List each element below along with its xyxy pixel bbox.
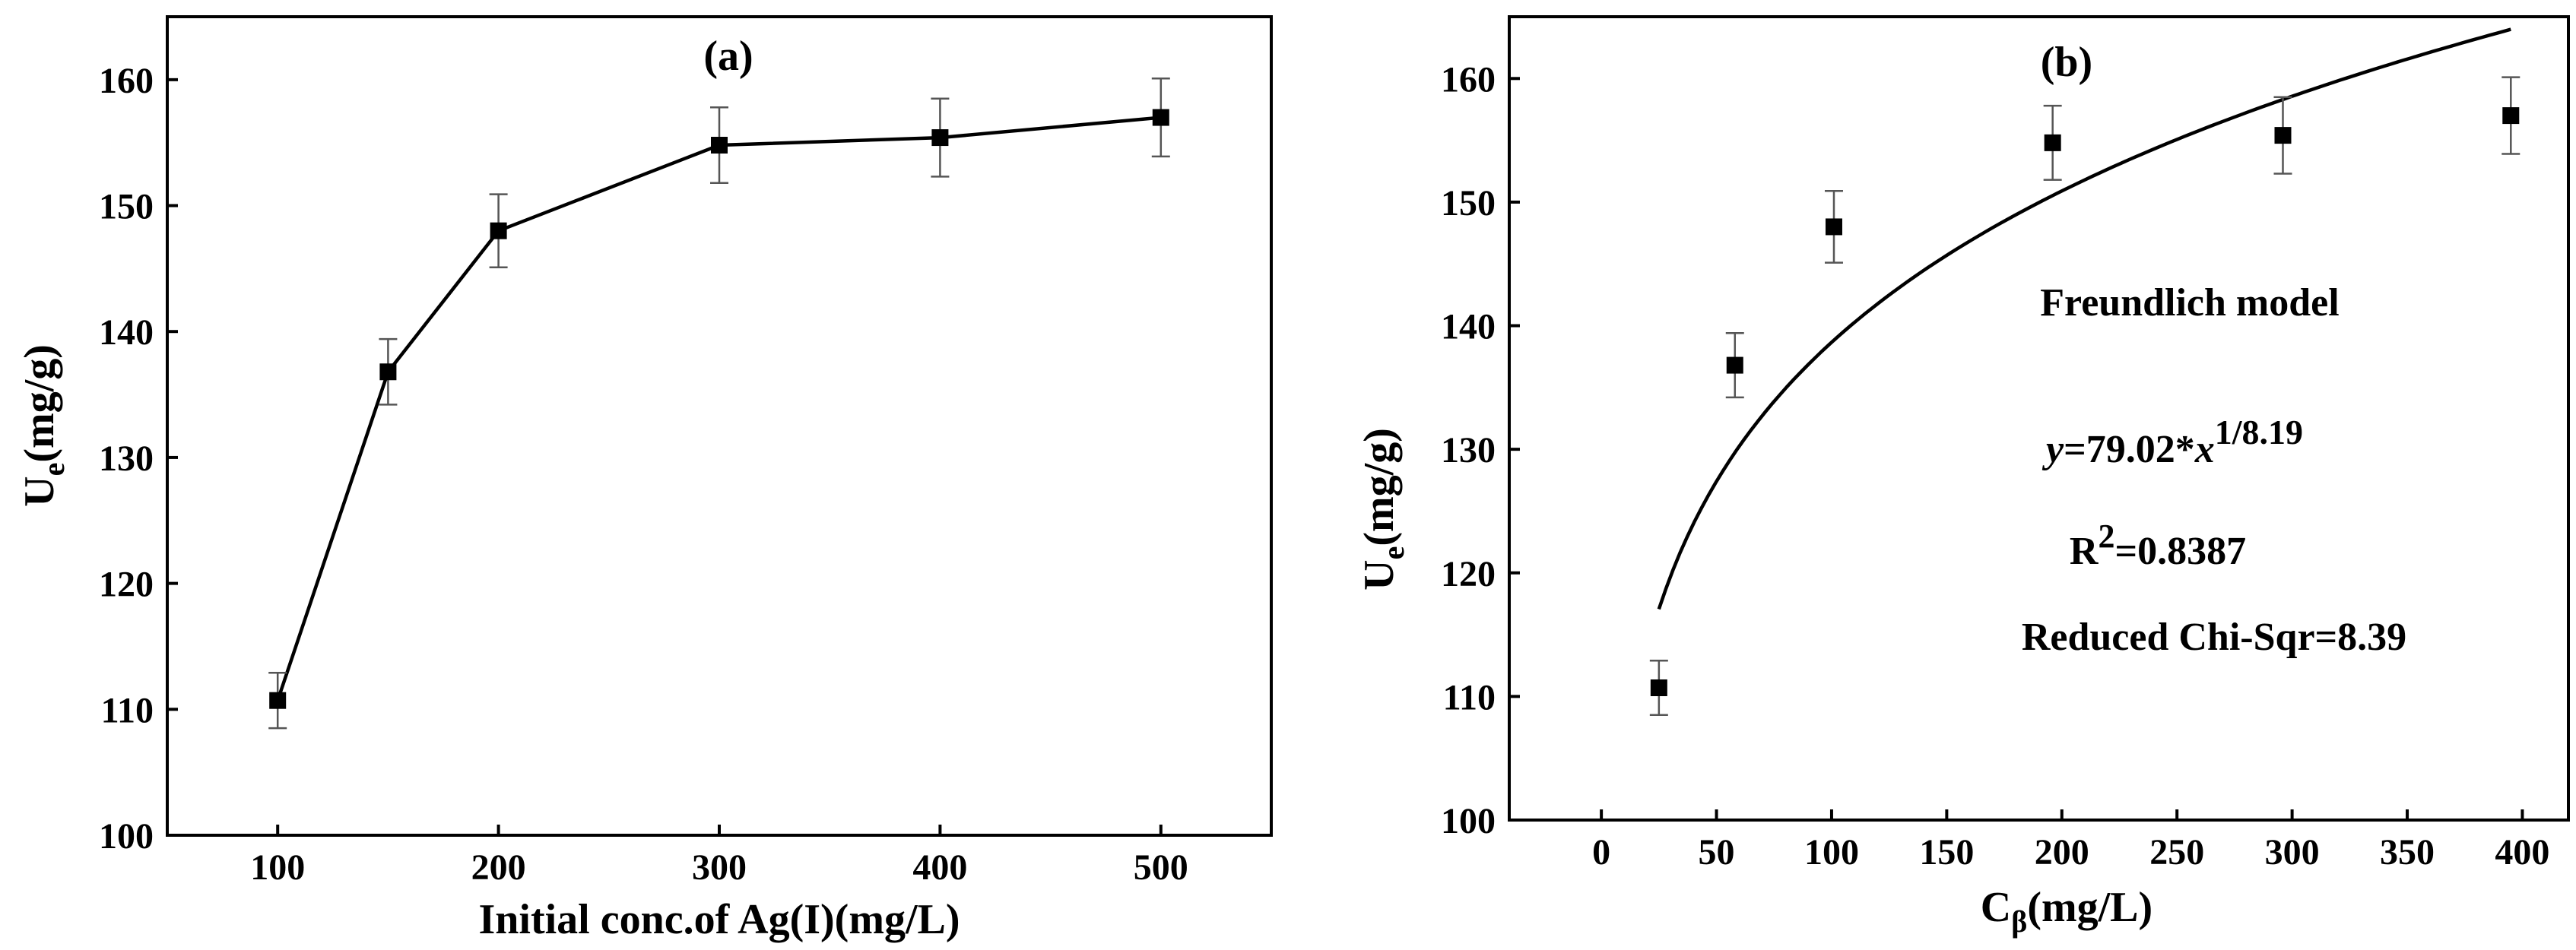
y-ticks-b: 100 110 120 130 140 150 160 xyxy=(1441,59,1520,841)
y-axis-title-b: Ue(mg/g) xyxy=(1356,428,1410,591)
r2-val: =0.8387 xyxy=(2114,530,2246,573)
chart-panel-a: 100 110 120 130 140 150 160 100 200 300 400 500 (a… xyxy=(16,15,1273,943)
y-tick-label-a: 150 xyxy=(99,187,154,227)
eq-y: y xyxy=(2041,428,2064,471)
annotation-model-name: Freundlich model xyxy=(2040,281,2339,325)
y-tick-label-a: 120 xyxy=(99,565,154,605)
y-ticks-a: 100 110 120 130 140 150 160 xyxy=(99,61,178,857)
y-tick-label-a: 130 xyxy=(99,439,154,479)
annotation-equation: y=79.02*x1/8.19 xyxy=(2041,413,2303,471)
data-point-b xyxy=(2044,134,2061,151)
series-line-a xyxy=(276,116,1162,701)
x-tick-label-b: 200 xyxy=(2035,832,2089,872)
panel-label-a: (a) xyxy=(703,33,753,80)
x-axis-title-b: Cβ(mg/L) xyxy=(1981,884,2152,939)
y-axis-title-a: Ue(mg/g) xyxy=(16,344,71,507)
y-tick-label-b: 120 xyxy=(1441,554,1496,594)
annotation-chi-square: Reduced Chi-Sqr=8.39 xyxy=(2022,616,2406,659)
plot-frame-b xyxy=(1508,15,2570,822)
x-tick-label-b: 250 xyxy=(2149,832,2204,872)
data-point-b xyxy=(2274,127,2292,144)
data-point-a xyxy=(269,692,287,709)
data-point-a xyxy=(1152,109,1169,126)
x-tick-label-b: 50 xyxy=(1699,832,1735,872)
x-axis-title-b-rest: (mg/L) xyxy=(2027,884,2152,931)
data-point-b xyxy=(1650,679,1667,697)
annotation-r-squared: R2=0.8387 xyxy=(2070,518,2246,573)
y-tick-label-b: 110 xyxy=(1443,677,1496,717)
series-b xyxy=(1649,76,2520,717)
data-point-b xyxy=(1825,218,1842,236)
r2-sup: 2 xyxy=(2098,518,2114,555)
chart-panel-b: 100 110 120 130 140 150 160 0 50 100 150 200 250 300… xyxy=(1356,15,2570,939)
series-a xyxy=(268,77,1170,730)
eq-mid: =79.02* xyxy=(2064,428,2195,471)
x-tick-label-b: 100 xyxy=(1804,832,1859,872)
y-axis-title-b-rest: (mg/g) xyxy=(1356,428,1403,546)
y-tick-label-a: 110 xyxy=(101,690,154,730)
freundlich-fit-curve xyxy=(1657,27,2511,610)
eq-exp: 1/8.19 xyxy=(2215,413,2303,451)
data-point-a xyxy=(490,222,507,239)
y-tick-label-b: 130 xyxy=(1441,430,1496,470)
x-ticks-b: 0 50 100 150 200 250 300 350 400 xyxy=(1592,809,2549,872)
y-tick-label-b: 140 xyxy=(1441,307,1496,347)
y-tick-label-a: 140 xyxy=(99,312,154,353)
y-axis-title-a-sub: e xyxy=(36,463,71,477)
data-point-b xyxy=(1726,356,1743,374)
x-tick-label-a: 400 xyxy=(912,847,967,888)
y-axis-title-a-main: U xyxy=(16,476,63,506)
x-tick-label-b: 400 xyxy=(2495,832,2549,872)
y-axis-title-b-main: U xyxy=(1356,559,1403,590)
r2-base: R xyxy=(2070,530,2099,573)
x-tick-label-a: 200 xyxy=(471,847,526,888)
y-tick-label-b: 150 xyxy=(1441,183,1496,223)
x-tick-label-a: 100 xyxy=(250,847,305,888)
x-tick-label-b: 350 xyxy=(2380,832,2435,872)
x-axis-title-b-sub: β xyxy=(2011,904,2027,939)
x-axis-title-a: Initial conc.of Ag(I)(mg/L) xyxy=(478,896,960,943)
data-point-b xyxy=(2502,107,2520,125)
data-point-a xyxy=(711,137,728,154)
x-tick-label-a: 500 xyxy=(1134,847,1188,888)
x-tick-label-b: 300 xyxy=(2265,832,2320,872)
x-tick-label-b: 0 xyxy=(1592,832,1610,872)
y-tick-label-b: 100 xyxy=(1441,801,1496,841)
y-tick-label-b: 160 xyxy=(1441,59,1496,100)
y-tick-label-a: 160 xyxy=(99,61,154,101)
y-axis-title-a-rest: (mg/g) xyxy=(16,344,63,463)
x-axis-title-b-main: C xyxy=(1981,884,2011,931)
x-tick-label-a: 300 xyxy=(692,847,747,888)
data-point-a xyxy=(379,363,397,381)
eq-x: x xyxy=(2194,428,2215,471)
y-axis-title-b-sub: e xyxy=(1376,546,1410,560)
data-point-a xyxy=(931,129,949,147)
panel-label-b: (b) xyxy=(2041,39,2092,86)
x-tick-label-b: 150 xyxy=(1919,832,1974,872)
x-ticks-a: 100 200 300 400 500 xyxy=(250,825,1188,888)
y-tick-label-a: 100 xyxy=(99,816,154,857)
